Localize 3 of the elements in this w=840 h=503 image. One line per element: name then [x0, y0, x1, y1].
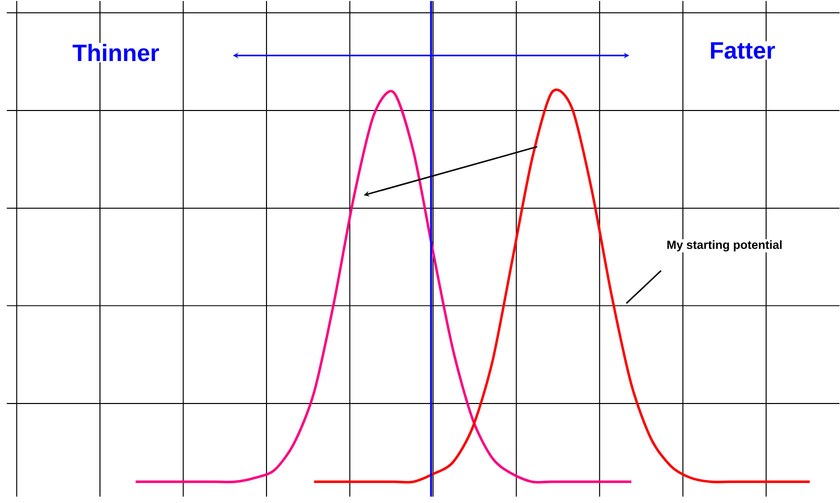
annotation: My starting potential	[667, 240, 782, 252]
text: Fatter	[711, 42, 775, 59]
text: Thinner	[72, 44, 159, 62]
